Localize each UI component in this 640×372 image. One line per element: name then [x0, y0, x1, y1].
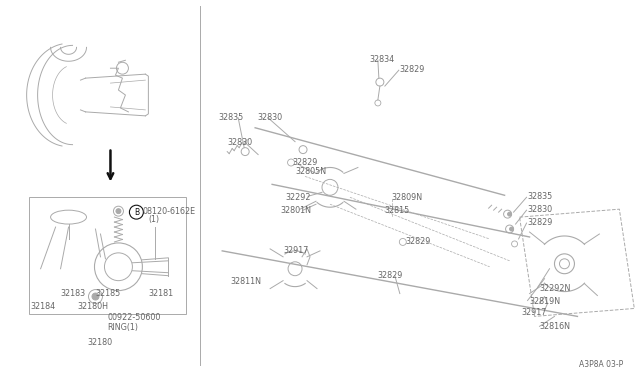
Text: 32835: 32835	[527, 192, 553, 201]
Text: 32184: 32184	[31, 301, 56, 311]
Text: 32830: 32830	[257, 113, 282, 122]
Text: 32292N: 32292N	[540, 283, 571, 293]
Text: 32830: 32830	[527, 205, 553, 214]
Circle shape	[509, 227, 513, 231]
Text: RING(1): RING(1)	[108, 323, 138, 332]
Circle shape	[241, 148, 249, 155]
Text: 32835: 32835	[218, 113, 243, 122]
Text: 32917: 32917	[283, 246, 308, 255]
Text: B: B	[134, 208, 139, 217]
Text: 32917: 32917	[522, 308, 547, 317]
Text: 32185: 32185	[95, 289, 121, 298]
Text: 32809N: 32809N	[392, 193, 423, 202]
Text: 32816N: 32816N	[540, 323, 570, 331]
Text: 32805N: 32805N	[295, 167, 326, 176]
Text: 32819N: 32819N	[529, 296, 561, 305]
Text: 32829: 32829	[292, 158, 317, 167]
Text: 32292: 32292	[285, 193, 310, 202]
Text: 08120-6162E: 08120-6162E	[142, 207, 195, 216]
Text: 32829: 32829	[527, 218, 553, 227]
Text: 32801N: 32801N	[280, 206, 311, 215]
Text: 32829: 32829	[400, 65, 425, 74]
Text: 32829: 32829	[378, 271, 403, 280]
Text: 32834: 32834	[370, 55, 395, 64]
Text: 00922-50600: 00922-50600	[108, 314, 161, 323]
Text: (1): (1)	[148, 215, 159, 224]
Text: 32815: 32815	[385, 206, 410, 215]
Bar	[29, 197, 186, 314]
Text: A3P8A 03-P: A3P8A 03-P	[579, 360, 624, 369]
Text: 32181: 32181	[148, 289, 173, 298]
Text: 32180H: 32180H	[77, 301, 109, 311]
Text: 32183: 32183	[61, 289, 86, 298]
Text: 32811N: 32811N	[230, 277, 261, 286]
Circle shape	[92, 293, 99, 300]
Circle shape	[508, 212, 511, 216]
Text: 32829: 32829	[406, 237, 431, 246]
Circle shape	[116, 209, 121, 214]
Text: 32180: 32180	[88, 338, 113, 347]
Text: 32830: 32830	[227, 138, 252, 147]
